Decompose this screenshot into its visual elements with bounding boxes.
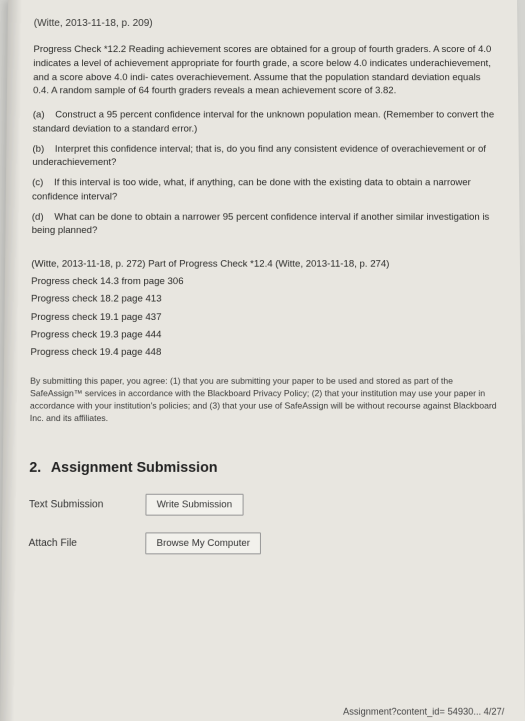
problem-part-c: (c) If this interval is too wide, what, …: [32, 176, 495, 204]
part-text: If this interval is too wide, what, if a…: [32, 177, 471, 202]
safeassign-disclaimer: By submitting this paper, you agree: (1)…: [30, 376, 498, 425]
problem-part-a: (a) Construct a 95 percent confidence in…: [33, 108, 495, 136]
progress-check-item: Progress check 19.3 page 444: [31, 327, 497, 344]
part-text: What can be done to obtain a narrower 95…: [32, 211, 490, 236]
problem-part-d: (d) What can be done to obtain a narrowe…: [32, 210, 496, 238]
submission-area: Text Submission Write Submission Attach …: [28, 493, 498, 554]
part-label: (d): [32, 211, 44, 222]
write-submission-button[interactable]: Write Submission: [145, 493, 243, 515]
page-shadow: [0, 0, 22, 721]
part-label: (c): [32, 177, 43, 188]
progress-check-item: Progress check 19.1 page 437: [31, 309, 497, 326]
problem-intro: Progress Check *12.2 Reading achievement…: [33, 43, 494, 98]
footer-url-fragment: Assignment?content_id= 54930... 4/27/: [343, 706, 504, 717]
part-label: (b): [32, 143, 44, 154]
text-submission-row: Text Submission Write Submission: [29, 493, 498, 515]
section-heading: 2. Assignment Submission: [29, 458, 498, 475]
part-text: Interpret this confidence interval; that…: [32, 143, 486, 168]
references-section: (Witte, 2013-11-18, p. 272) Part of Prog…: [30, 257, 496, 361]
mid-citation: (Witte, 2013-11-18, p. 272) Part of Prog…: [31, 257, 495, 273]
progress-check-item: Progress check 14.3 from page 306: [31, 274, 496, 291]
browse-computer-button[interactable]: Browse My Computer: [145, 532, 261, 554]
attach-file-row: Attach File Browse My Computer: [28, 532, 498, 554]
progress-check-item: Progress check 19.4 page 448: [30, 345, 496, 362]
part-label: (a): [33, 109, 45, 120]
section-title: Assignment Submission: [51, 458, 218, 475]
progress-check-item: Progress check 18.2 page 413: [31, 292, 496, 309]
section-number: 2.: [29, 458, 41, 475]
top-citation: (Witte, 2013-11-18, p. 209): [34, 18, 494, 29]
document-page: (Witte, 2013-11-18, p. 209) Progress Che…: [0, 0, 525, 721]
problem-part-b: (b) Interpret this confidence interval; …: [32, 142, 494, 170]
attach-file-label: Attach File: [29, 537, 127, 549]
part-text: Construct a 95 percent confidence interv…: [33, 109, 495, 134]
text-submission-label: Text Submission: [29, 499, 127, 510]
